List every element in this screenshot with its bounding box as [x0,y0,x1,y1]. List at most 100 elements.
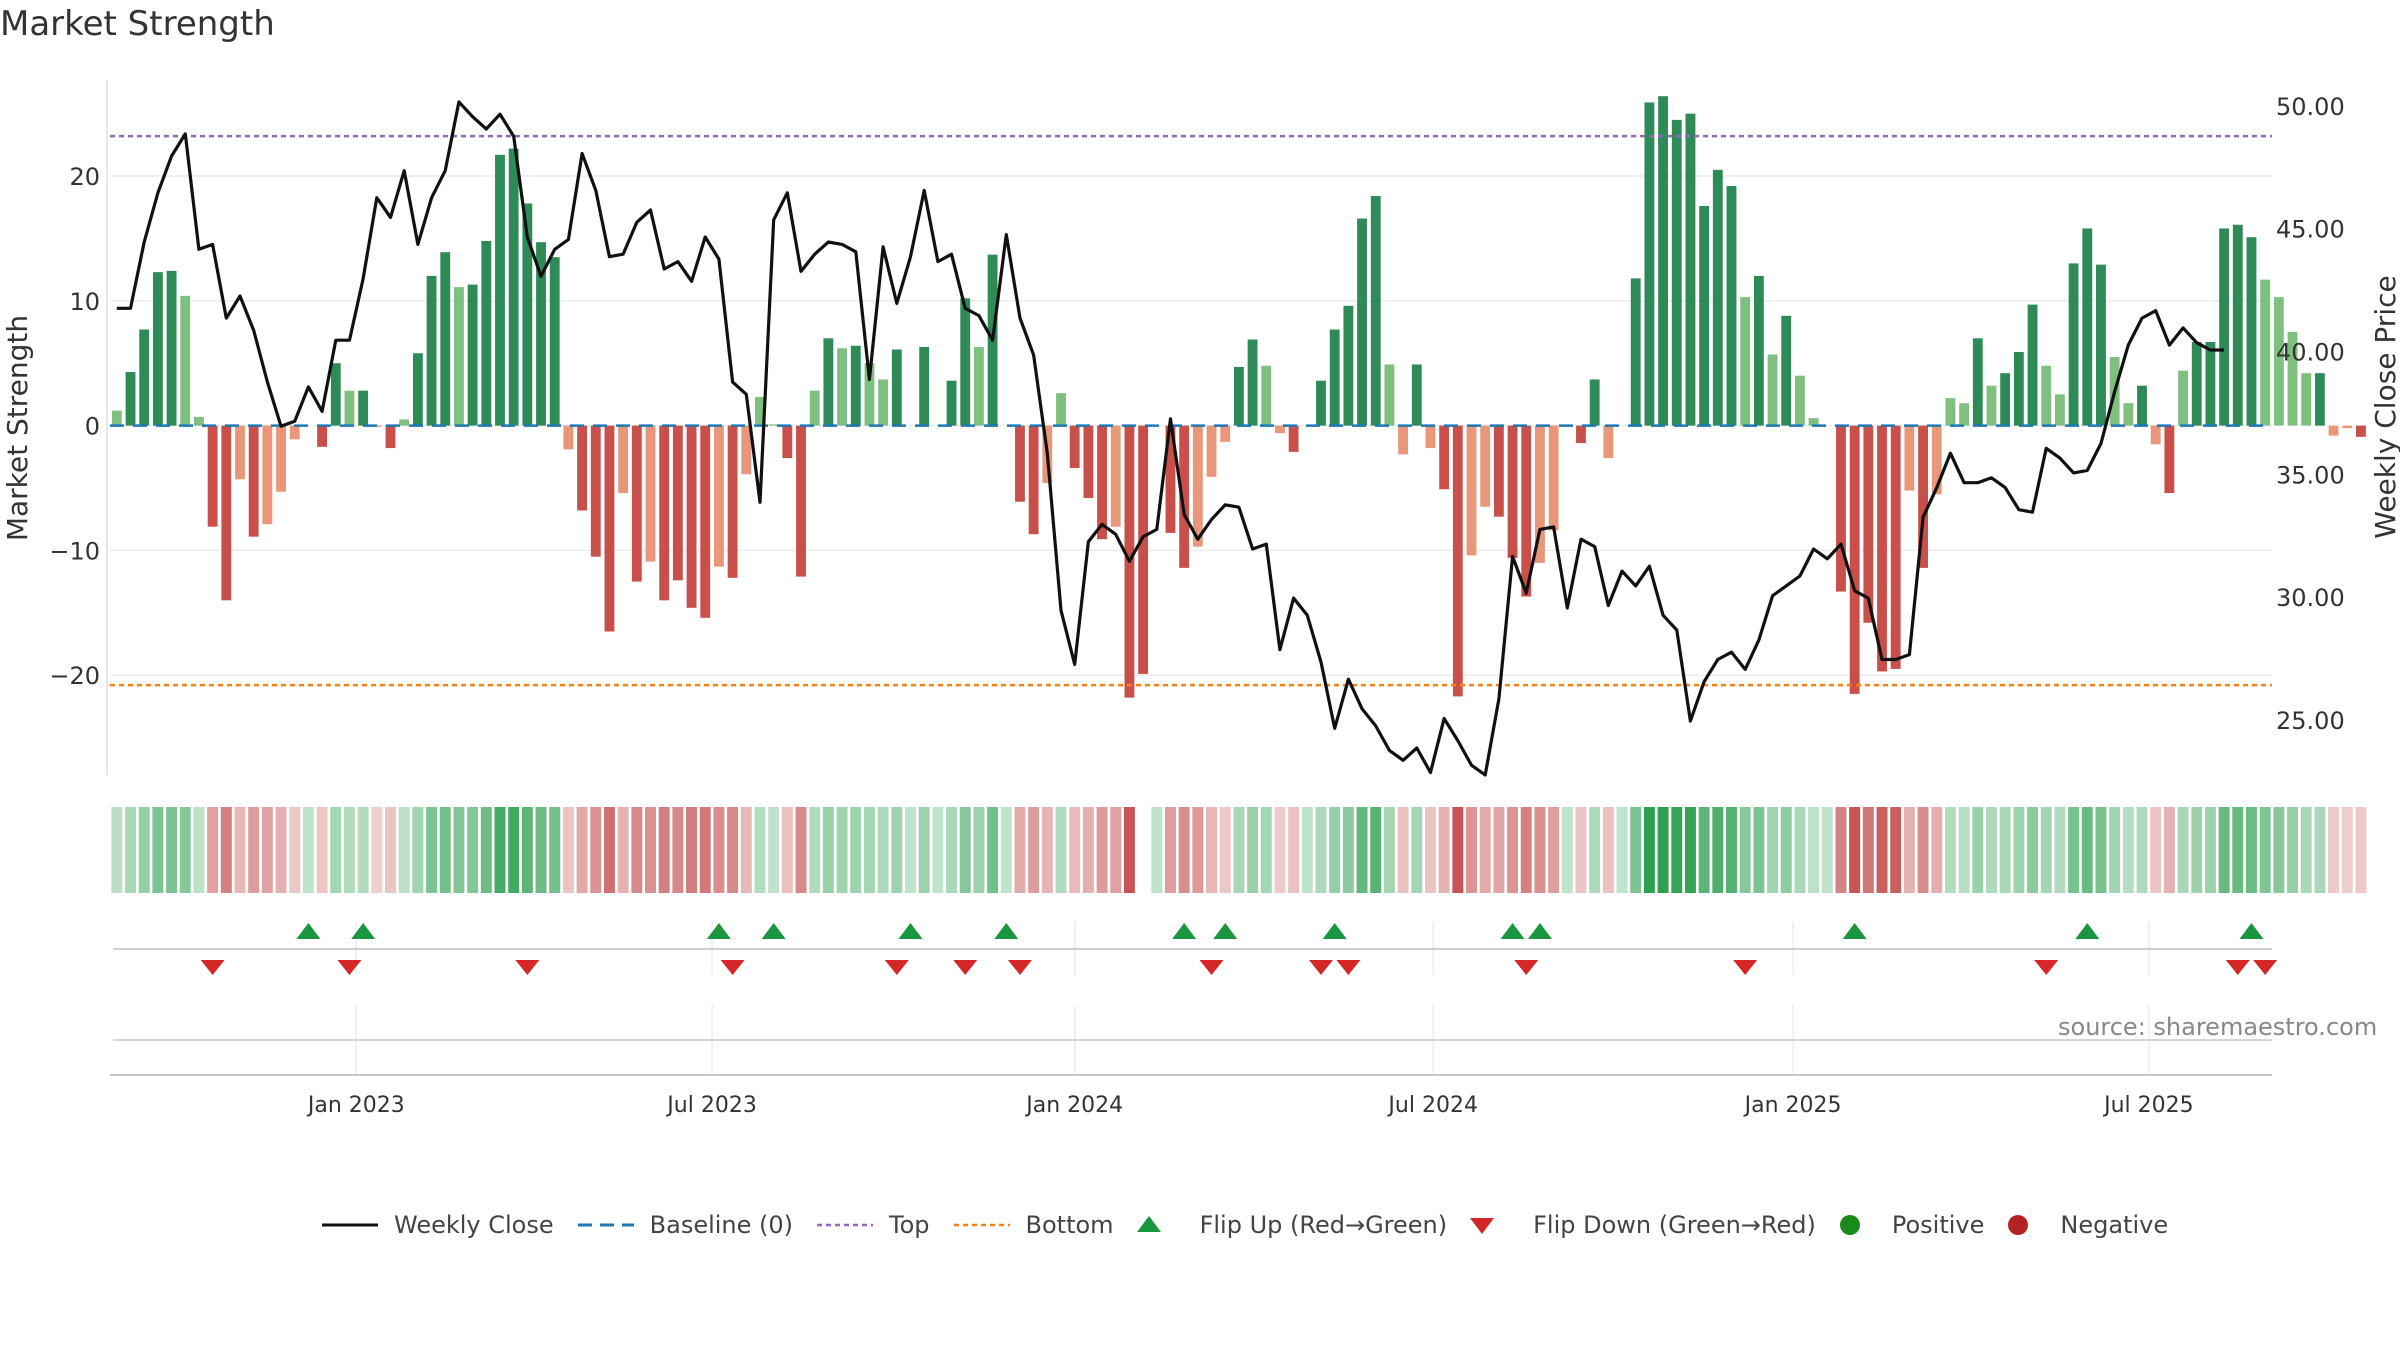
heat-cell [1507,807,1519,893]
strength-bar [686,425,697,608]
heat-cell [1520,807,1532,893]
heat-cell [1438,807,1450,893]
heat-cell [494,807,506,893]
legend-label: Flip Down (Green→Red) [1533,1211,1816,1239]
heat-cell [2027,807,2039,893]
strength-bar [385,425,396,449]
strength-bar [1138,425,1149,674]
strength-bar [946,380,957,426]
heat-cell [1411,807,1423,893]
heat-cell [2273,807,2285,893]
x-tick-label: Jan 2023 [306,1093,405,1118]
heat-cell [850,807,862,893]
strength-bar [700,425,711,618]
heat-cell [2232,807,2244,893]
flip-down-marker [1336,960,1361,975]
heat-cell [1780,807,1792,893]
strength-bar [604,425,615,632]
y-tick-label: 10 [69,288,100,316]
heat-cell [1274,807,1286,893]
heat-cell [754,807,766,893]
strength-bar [1398,425,1409,455]
strength-bar [768,424,779,426]
page-title: Market Strength [0,4,275,44]
flip-up-marker [1500,923,1525,939]
strength-bar [1890,425,1901,669]
strength-bar [2041,365,2052,426]
heat-cell [1452,807,1464,893]
heat-cell [672,807,684,893]
heat-cell [1014,807,1026,893]
heat-cell [1534,807,1546,893]
heat-cell [973,807,985,893]
strength-bar [891,349,902,426]
strength-bar [796,425,806,577]
strength-bar [1247,339,1258,426]
strength-bar [1685,113,1696,426]
heat-cell [1424,807,1436,893]
heat-cell [289,807,301,893]
strength-bar [1192,425,1203,547]
heat-cell [645,807,656,893]
strength-bar [536,242,546,426]
heat-cell [248,807,260,893]
strength-bar [878,379,889,426]
flip-up-marker [1172,923,1197,939]
flip-down-marker [953,960,978,975]
strength-bar [1206,425,1217,477]
heat-cell [603,807,615,893]
legend-negative: Negative [2006,1211,2168,1239]
strength-bar [2205,342,2216,426]
triangle-up-icon [1136,1216,1161,1232]
flip-down-marker [884,960,909,975]
flip-up-marker [1322,923,1347,939]
legend-label: Flip Up (Red→Green) [1199,1211,1448,1239]
strength-bar [440,252,451,426]
heat-cell [1055,807,1067,893]
strength-bar [125,371,136,426]
heat-cell [2355,807,2367,893]
strength-bar [1836,425,1846,592]
strength-bar [672,425,683,581]
heat-cell [1233,807,1245,893]
strength-bar [467,284,478,426]
strength-bar [1357,218,1367,426]
heat-cell [1684,807,1696,893]
heat-cell [1602,807,1614,893]
heat-cell [2013,807,2025,893]
y2-tick-label: 25.00 [2276,707,2345,735]
strength-bar [618,425,629,493]
axes: Jan 2023 Jul 2023 Jan 2024 Jul 2024 Jan 2025… [1,80,2400,1118]
y2-tick-label: 30.00 [2276,584,2345,612]
heat-cell [1096,807,1108,893]
heat-cell [1288,807,1300,893]
heat-cell [316,807,328,893]
heat-cell [1028,807,1040,893]
strength-bar [180,295,191,426]
flip-up-marker [1527,923,1552,939]
heat-cell [1753,807,1765,893]
heat-cell [1247,807,1259,893]
heat-cell [2287,807,2298,893]
heat-cell [111,807,123,893]
strength-bar [631,425,642,582]
strength-bar [823,338,834,426]
heat-cell [1206,807,1217,893]
strength-bar [1712,169,1723,426]
heat-cell [2054,807,2066,893]
heat-cell [2191,807,2203,893]
strength-bar [1863,425,1874,623]
strength-bar [590,425,601,557]
heat-cell [590,807,602,893]
legend-flip-down: Flip Down (Green→Red) [1469,1211,1816,1239]
strength-bar [1740,297,1751,426]
heat-cell [508,807,520,893]
heat-cell [1903,807,1915,893]
strength-bar [2246,237,2257,426]
strength-bar [1767,354,1778,426]
strength-bar [194,416,204,426]
heat-cell [1082,807,1094,893]
y-tick-label: 0 [85,413,100,441]
strength-bar [1069,425,1080,469]
strength-bar [2000,373,2011,426]
